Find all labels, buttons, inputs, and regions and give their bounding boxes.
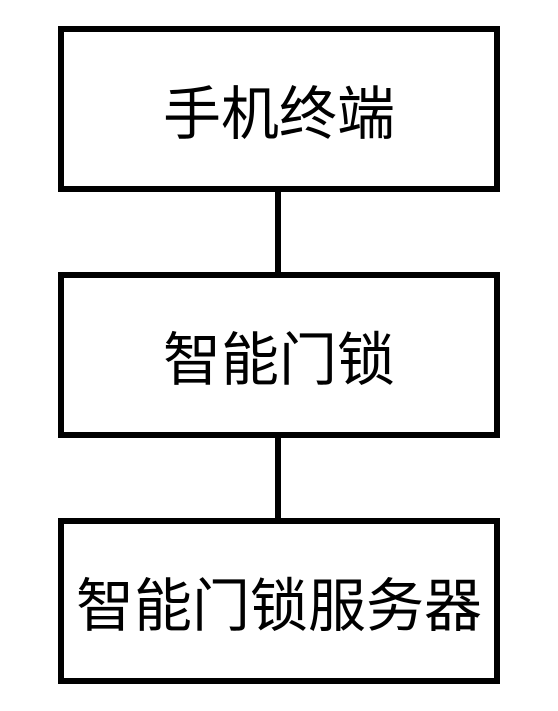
edge-1: [275, 192, 281, 272]
node-smart-lock-server: 智能门锁服务器: [58, 518, 500, 684]
node-smart-lock-server-label: 智能门锁服务器: [76, 559, 482, 643]
edge-2: [275, 438, 281, 518]
node-smart-lock: 智能门锁: [58, 272, 500, 438]
node-mobile-terminal: 手机终端: [58, 26, 500, 192]
node-mobile-terminal-label: 手机终端: [163, 67, 395, 151]
node-smart-lock-label: 智能门锁: [163, 313, 395, 397]
flowchart-diagram: 手机终端 智能门锁 智能门锁服务器: [0, 0, 558, 711]
